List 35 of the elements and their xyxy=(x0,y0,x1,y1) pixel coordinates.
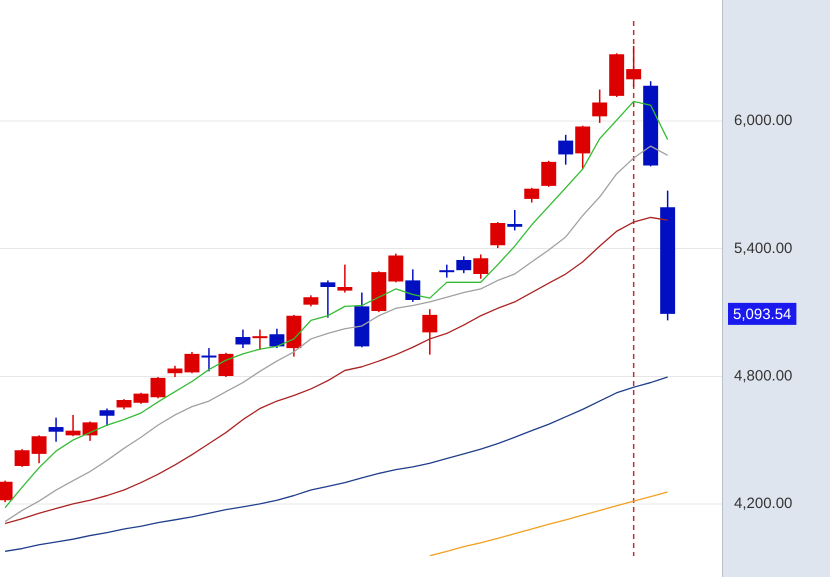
candlestick xyxy=(524,187,540,204)
candlestick xyxy=(626,45,642,88)
candlestick xyxy=(456,256,472,274)
candlestick xyxy=(320,280,336,318)
candlestick xyxy=(66,414,81,437)
y-tick-label: 4,200.00 xyxy=(734,495,792,512)
candlestick xyxy=(82,420,98,442)
y-tick-label: 4,800.00 xyxy=(734,368,792,385)
y-tick-label: 6,000.00 xyxy=(734,112,792,130)
candlestick xyxy=(252,328,268,351)
candlestick xyxy=(235,328,250,349)
candlestick xyxy=(490,221,506,249)
candlestick xyxy=(100,408,114,427)
candlestick xyxy=(337,264,352,294)
candlestick xyxy=(48,416,64,442)
candlestick xyxy=(218,352,234,378)
candlestick xyxy=(303,294,318,308)
candlestick xyxy=(269,328,284,349)
candlestick xyxy=(14,448,30,468)
candlestick xyxy=(405,268,420,303)
candlestick xyxy=(473,254,488,280)
candlestick xyxy=(134,392,148,405)
candlestick xyxy=(184,351,200,374)
candlestick xyxy=(558,134,574,166)
text: 5,093.54 xyxy=(733,306,792,324)
y-tick-label: 5,400.00 xyxy=(734,240,792,257)
candlestick xyxy=(592,88,608,124)
candlestick xyxy=(168,365,182,378)
candlestick xyxy=(422,308,438,356)
candlestick xyxy=(439,264,454,278)
candlestick xyxy=(150,376,166,400)
candlestick xyxy=(201,347,216,372)
candlestick xyxy=(32,434,47,464)
candlestick xyxy=(116,398,132,410)
candlestick xyxy=(507,209,522,232)
